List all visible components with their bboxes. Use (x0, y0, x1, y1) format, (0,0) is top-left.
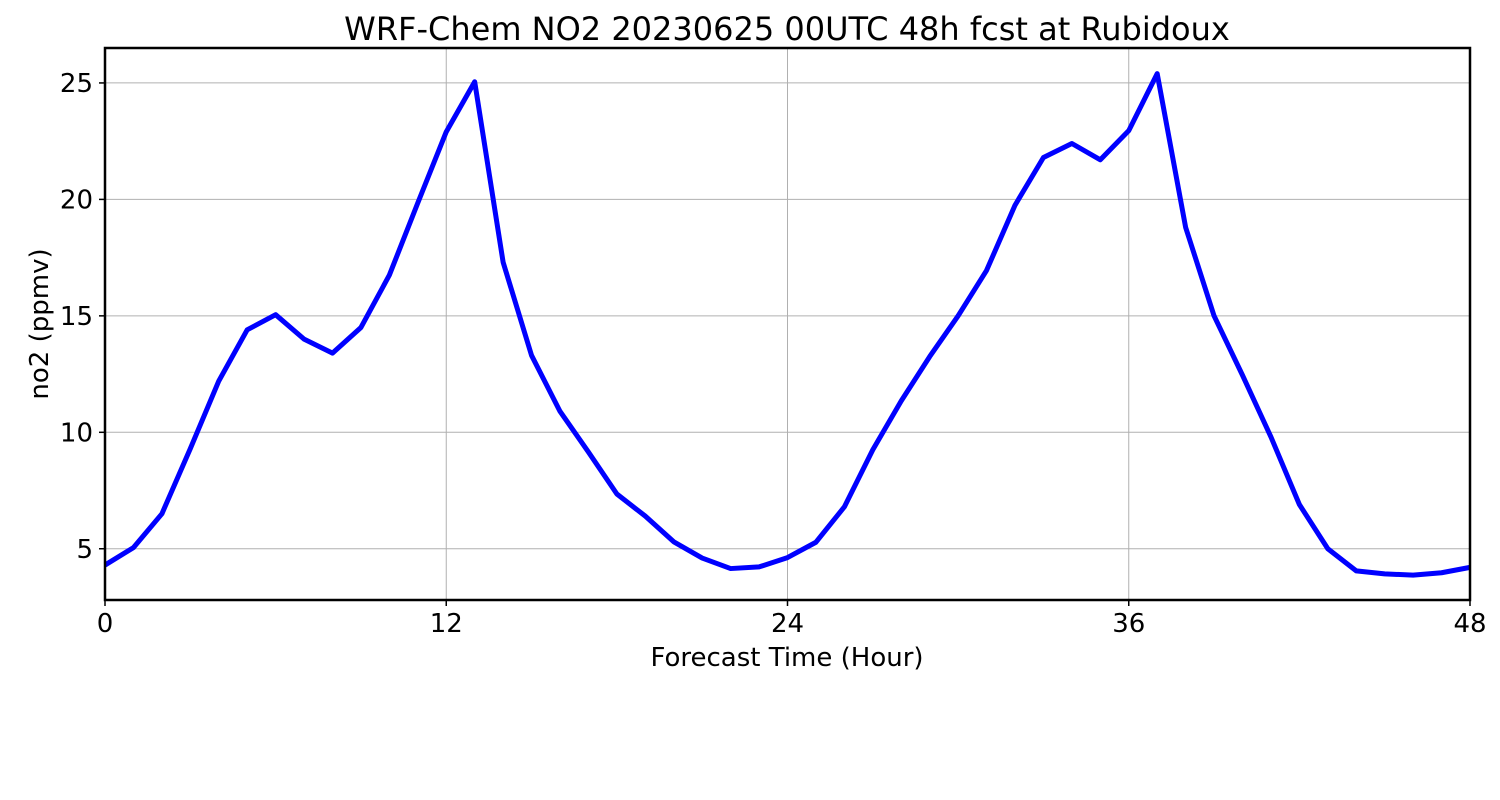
x-tick-label: 12 (430, 609, 463, 639)
no2-series-line (103, 71, 1471, 578)
x-tick-label: 36 (1112, 609, 1145, 639)
y-tick-label: 10 (60, 418, 93, 448)
x-axis-label: Forecast Time (Hour) (650, 643, 923, 673)
y-tick-label: 25 (60, 69, 93, 99)
x-tick-label: 0 (97, 609, 114, 639)
x-tick-label: 48 (1453, 609, 1486, 639)
grid (105, 48, 1470, 600)
y-tick-label: 5 (76, 535, 93, 565)
axis-ticks: 0 12 24 36 48 5 10 15 20 25 (60, 69, 1487, 639)
y-tick-label: 20 (60, 185, 93, 215)
x-tick-label: 24 (771, 609, 804, 639)
chart-title: WRF-Chem NO2 20230625 00UTC 48h fcst at … (344, 10, 1230, 48)
y-tick-label: 15 (60, 302, 93, 332)
y-axis-label: no2 (ppmv) (25, 248, 55, 399)
series-layer (103, 71, 1471, 578)
